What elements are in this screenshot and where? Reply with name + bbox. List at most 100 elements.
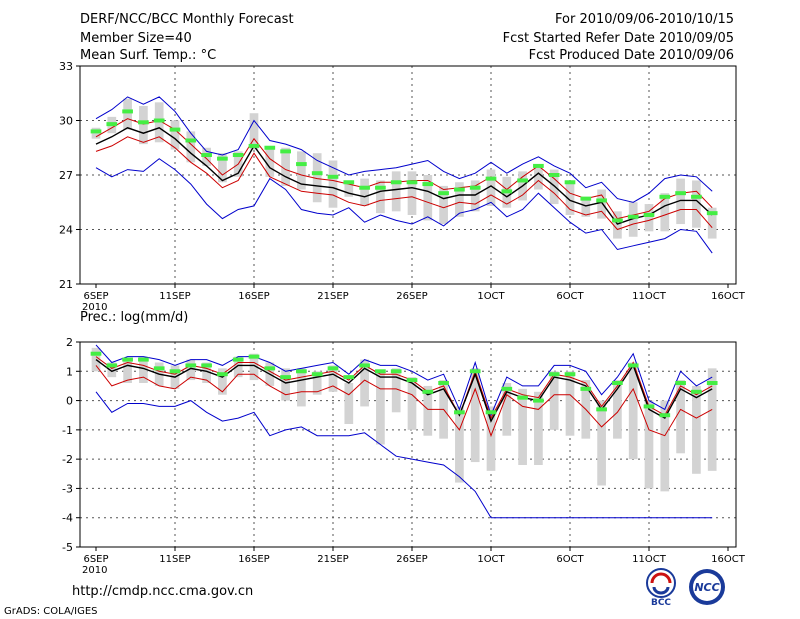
ensemble-median (469, 185, 481, 190)
x-tick-label: 16SEP (238, 554, 269, 565)
x-tick-label: 26SEP (396, 554, 427, 565)
y-tick-label: -5 (62, 541, 73, 554)
ensemble-median (327, 366, 339, 371)
ensemble-median (485, 410, 497, 415)
ensemble-box (660, 400, 670, 492)
series-line-lower (95, 365, 713, 438)
x-tick-label: 11OCT (632, 291, 667, 302)
ensemble-median (469, 369, 481, 374)
ncc-logo-inner (693, 573, 721, 601)
ensemble-median (264, 145, 276, 150)
ensemble-median (90, 351, 102, 356)
ensemble-box (518, 388, 527, 465)
x-tick-label: 6SEP (83, 554, 108, 565)
ensemble-box (218, 153, 227, 183)
x-tick-label: 16SEP (238, 291, 269, 302)
ensemble-median (485, 176, 497, 181)
ensemble-box (644, 400, 654, 489)
x-tick-sublabel: 2010 (82, 565, 107, 576)
ensemble-median (232, 153, 244, 158)
series-line-max (95, 96, 713, 203)
source-url[interactable]: http://cmdp.ncc.cma.gov.cn (72, 584, 254, 599)
ensemble-median (106, 363, 118, 368)
ensemble-box (407, 171, 417, 215)
ensemble-box (265, 145, 275, 177)
ncc-logo: NCC (689, 569, 725, 605)
ensemble-box (328, 160, 338, 208)
ensemble-median (217, 156, 228, 161)
ensemble-median (564, 372, 576, 377)
ensemble-median (691, 194, 702, 199)
ensemble-median (296, 369, 307, 374)
bcc-logo-wave (652, 586, 670, 595)
y-tick-label: 33 (59, 60, 73, 73)
ensemble-box (328, 365, 338, 392)
x-tick-label: 6OCT (556, 554, 584, 565)
ensemble-median (232, 357, 244, 362)
ensemble-box (91, 347, 101, 372)
ensemble-median (217, 372, 228, 377)
y-tick-label: 21 (59, 278, 73, 291)
ensemble-box (628, 202, 638, 237)
series-line-min (95, 158, 713, 254)
ensemble-median (406, 180, 418, 185)
ensemble-median (390, 180, 402, 185)
ensemble-box (391, 171, 401, 212)
series-line-min (95, 391, 713, 519)
ensemble-median (659, 194, 671, 199)
series-line-max (95, 344, 713, 417)
x-tick-label: 6SEP (83, 291, 108, 302)
bcc-logo: BCC (646, 568, 676, 607)
ensemble-box (107, 362, 117, 378)
ensemble-box (455, 182, 464, 217)
ensemble-box (676, 178, 685, 225)
ncc-logo-text: NCC (694, 581, 719, 594)
ensemble-box (123, 98, 132, 130)
ensemble-median (169, 127, 181, 132)
x-tick-label: 11OCT (632, 554, 667, 565)
ensemble-median (659, 413, 671, 418)
ensemble-median (264, 366, 276, 371)
ensemble-median (185, 363, 197, 368)
x-tick-label: 21SEP (317, 291, 348, 302)
x-tick-label: 11SEP (159, 291, 190, 302)
ensemble-median (106, 122, 118, 127)
ensemble-median (454, 410, 465, 415)
ensemble-box (644, 204, 654, 232)
ensemble-median (627, 214, 639, 219)
ensemble-box (628, 362, 638, 460)
ensemble-median (248, 354, 260, 359)
y-tick-label: 30 (59, 115, 73, 128)
forecast-started-date: Fcst Started Refer Date 2010/09/05 (502, 31, 734, 46)
y-tick-label: 1 (66, 365, 73, 378)
forecast-produced-date: Fcst Produced Date 2010/09/06 (528, 48, 734, 63)
ensemble-box (676, 380, 685, 454)
ensemble-median (580, 386, 592, 391)
ensemble-box (139, 105, 148, 145)
ensemble-box (486, 169, 496, 206)
series-line-upper (95, 118, 713, 220)
ensemble-box (312, 153, 322, 203)
ensemble-median (675, 191, 686, 196)
x-tick-label: 1OCT (477, 291, 505, 302)
ensemble-box (597, 400, 606, 486)
y-tick-label: -2 (62, 453, 73, 466)
x-tick-label: 1OCT (477, 554, 505, 565)
ensemble-median (343, 180, 355, 185)
ensemble-median (359, 185, 370, 190)
ensemble-median (138, 120, 149, 125)
ensemble-box (486, 406, 496, 471)
ensemble-box (565, 371, 575, 436)
x-tick-label: 16OCT (711, 554, 746, 565)
ensemble-box (344, 180, 354, 197)
ensemble-median (454, 187, 465, 192)
ensemble-median (406, 378, 418, 383)
y-tick-label: 2 (66, 336, 73, 349)
ensemble-median (90, 129, 102, 134)
ensemble-median (580, 196, 592, 201)
ensemble-median (548, 372, 560, 377)
y-tick-label: -4 (62, 512, 73, 525)
precip-panel-title: Prec.: log(mm/d) (80, 310, 189, 325)
